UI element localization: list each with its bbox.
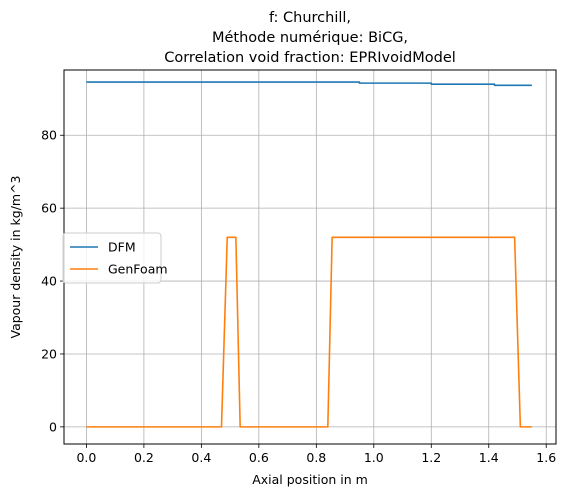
x-tick-label: 1.0 xyxy=(364,450,384,465)
legend-box xyxy=(62,232,162,284)
legend-label-genfoam: GenFoam xyxy=(108,262,168,277)
x-tick-label: 0.0 xyxy=(76,450,96,465)
series xyxy=(86,81,532,428)
y-tick-label: 0 xyxy=(49,419,57,434)
y-tick-label: 60 xyxy=(41,201,57,216)
x-tick-label: 0.6 xyxy=(249,450,269,465)
legend-label-dfm: DFM xyxy=(108,240,136,255)
series-line-genfoam xyxy=(86,236,532,428)
x-tick-label: 1.4 xyxy=(479,450,499,465)
y-ticks: 0 20 40 60 80 xyxy=(41,128,64,434)
x-ticks: 0.0 0.2 0.4 0.6 0.8 1.0 1.2 1.4 1.6 xyxy=(76,444,556,465)
y-tick-label: 40 xyxy=(41,274,57,289)
chart-title-line-2: Méthode numérique: BiCG, xyxy=(212,30,408,46)
chart-title-line-1: f: Churchill, xyxy=(269,10,351,26)
x-tick-label: 1.2 xyxy=(421,450,441,465)
legend: DFM GenFoam xyxy=(62,232,168,284)
y-tick-label: 80 xyxy=(41,128,57,143)
x-tick-label: 1.6 xyxy=(536,450,556,465)
x-axis-label: Axial position in m xyxy=(252,472,368,487)
x-tick-label: 0.2 xyxy=(134,450,154,465)
y-tick-label: 20 xyxy=(41,346,57,361)
chart-title-line-3: Correlation void fraction: EPRIvoidModel xyxy=(164,50,456,66)
series-line-dfm xyxy=(86,81,532,87)
x-tick-label: 0.8 xyxy=(306,450,326,465)
x-tick-label: 0.4 xyxy=(191,450,211,465)
y-axis-label: Vapour density in kg/m^3 xyxy=(8,175,23,338)
